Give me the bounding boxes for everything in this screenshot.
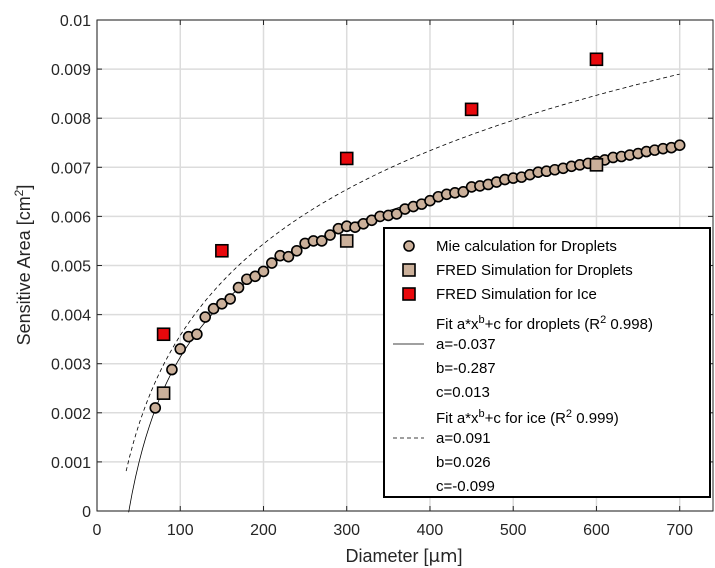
y-tick-label: 0.002 xyxy=(51,406,91,423)
fred-droplet-point xyxy=(589,158,604,172)
mie-droplet-point xyxy=(290,244,303,257)
y-tick-label: 0 xyxy=(82,504,91,521)
legend: Mie calculation for Droplets FRED Simulat… xyxy=(383,227,711,498)
fred-ice-point xyxy=(339,151,354,166)
legend-label-mie: Mie calculation for Droplets xyxy=(436,238,617,255)
y-tick-label: 0.007 xyxy=(51,160,91,177)
x-tick-label: 600 xyxy=(583,522,610,539)
legend-label-fit-droplets: Fit a*xb+c for droplets (R2 0.998) xyxy=(436,314,653,333)
legend-marker-fred-ice xyxy=(402,287,416,301)
y-tick-label: 0.005 xyxy=(51,259,91,276)
y-tick-label: 0.003 xyxy=(51,357,91,374)
x-tick-label: 100 xyxy=(167,522,194,539)
mie-droplet-point xyxy=(224,293,236,305)
fred-droplet-point xyxy=(156,386,171,400)
y-tick-label: 0.004 xyxy=(51,308,91,325)
mie-droplet-point xyxy=(199,311,212,323)
fred-ice-point xyxy=(464,102,479,117)
tick-labels: 0 100 200 300 400 500 600 700 0 0.001 0.002 0.003 0.… xyxy=(51,13,693,539)
legend-param: a=0.091 xyxy=(436,430,491,447)
fred-droplet-point xyxy=(339,234,354,248)
mie-droplet-point xyxy=(673,139,686,152)
y-axis-label: Sensitive Area [cm2] xyxy=(12,185,34,346)
y-tick-label: 0.006 xyxy=(51,209,91,226)
mie-droplet-point xyxy=(257,265,270,278)
mie-droplet-point xyxy=(390,208,403,220)
plot-frame xyxy=(96,19,714,512)
data-points xyxy=(149,52,686,414)
x-tick-label: 300 xyxy=(333,522,360,539)
mie-droplet-point xyxy=(207,302,220,315)
mie-droplet-point xyxy=(457,186,470,198)
x-tick-label: 500 xyxy=(500,522,527,539)
mie-droplet-point xyxy=(315,235,328,247)
x-tick-label: 200 xyxy=(250,522,277,539)
y-tick-label: 0.009 xyxy=(51,62,91,79)
legend-label-fred-droplets: FRED Simulation for Droplets xyxy=(436,262,633,279)
legend-marker-fred-droplets xyxy=(402,263,416,277)
legend-label-fred-ice: FRED Simulation for Ice xyxy=(436,286,597,303)
y-tick-label: 0.001 xyxy=(51,455,91,472)
fred-ice-point xyxy=(215,243,229,258)
fred-ice-point xyxy=(589,52,604,67)
legend-param: c=0.013 xyxy=(436,384,490,401)
mie-droplet-point xyxy=(249,270,261,283)
legend-marker-mie xyxy=(403,240,415,252)
y-tick-label: 0.008 xyxy=(51,111,91,128)
mie-droplet-point xyxy=(266,257,278,269)
legend-param: a=-0.037 xyxy=(436,336,496,353)
mie-droplet-point xyxy=(232,281,245,294)
legend-param: c=-0.099 xyxy=(436,478,495,495)
fred-ice-point xyxy=(156,327,171,342)
axes xyxy=(96,19,714,512)
mie-droplet-point xyxy=(216,297,228,310)
mie-droplet-point xyxy=(282,250,295,263)
mie-droplet-point xyxy=(166,363,178,376)
mie-droplet-point xyxy=(149,402,162,414)
x-tick-label: 700 xyxy=(666,522,693,539)
y-tick-label: 0.01 xyxy=(60,13,91,30)
mie-droplet-point xyxy=(174,343,187,355)
legend-param: b=-0.287 xyxy=(436,360,496,377)
mie-droplet-point xyxy=(191,328,203,341)
x-tick-label: 0 xyxy=(93,522,102,539)
legend-box xyxy=(383,227,711,498)
legend-label-fit-ice: Fit a*xb+c for ice (R2 0.999) xyxy=(436,408,619,427)
x-axis-label: Diameter [μm] xyxy=(345,546,462,567)
legend-param: b=0.026 xyxy=(436,454,491,471)
mie-droplet-point xyxy=(324,229,336,241)
x-tick-label: 400 xyxy=(417,522,444,539)
